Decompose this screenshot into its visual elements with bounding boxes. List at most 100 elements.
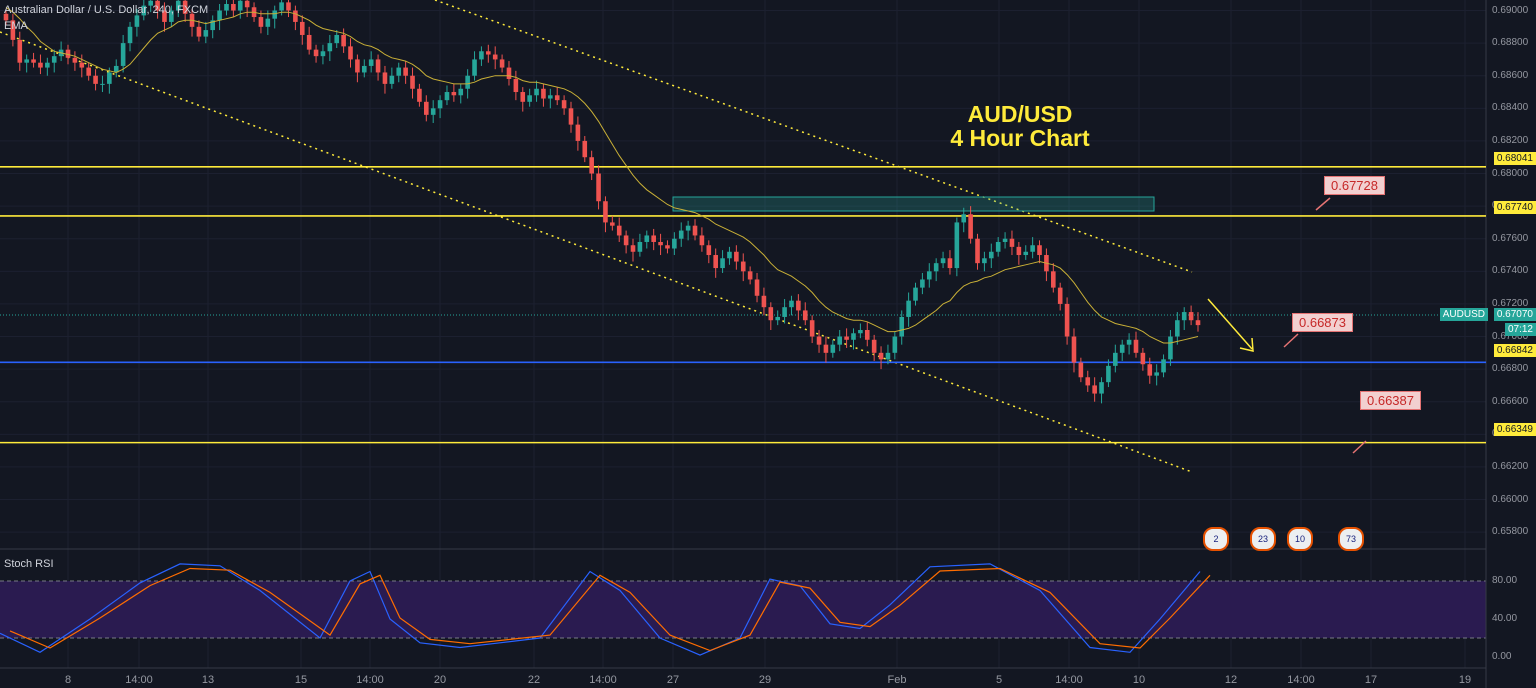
candle-body	[1113, 352, 1118, 366]
candle-body	[320, 51, 326, 57]
candle-body	[293, 10, 298, 22]
current-price-tag: 0.67070	[1493, 308, 1536, 321]
candle-body	[1037, 245, 1042, 256]
candle-body	[272, 10, 278, 19]
candle-body	[596, 173, 601, 202]
candle-body	[954, 222, 960, 269]
candle-body	[162, 10, 167, 22]
candle-body	[789, 300, 794, 308]
candle-body	[210, 20, 216, 31]
candle-body	[802, 310, 808, 321]
event-marker-2[interactable]: 23	[1250, 527, 1276, 551]
time-tick-label: 14:00	[1287, 674, 1315, 686]
price-tick-label: 0.67200	[1492, 297, 1529, 309]
candle-body	[1181, 312, 1187, 321]
candle-body	[1133, 339, 1139, 353]
candle-body	[141, 5, 147, 16]
candle-body	[672, 238, 677, 249]
ema-legend[interactable]: EMA	[4, 20, 28, 32]
time-tick-label: 14:00	[1055, 674, 1083, 686]
candle-body	[871, 339, 877, 353]
candle-body	[1085, 377, 1091, 386]
candle-body	[1147, 364, 1153, 376]
candle-body	[1092, 385, 1097, 394]
time-tick-label: Feb	[887, 674, 907, 686]
price-tick-label: 0.66800	[1492, 363, 1529, 375]
candle-body	[1064, 303, 1070, 337]
candle-body	[1002, 238, 1008, 242]
price-tick-label: 0.68000	[1492, 167, 1529, 179]
candle-body	[589, 157, 594, 174]
time-tick-label: 12	[1224, 674, 1238, 686]
candle-body	[1099, 382, 1104, 394]
candle-body	[3, 13, 9, 21]
event-marker-1[interactable]: 2	[1203, 527, 1229, 551]
ema-line	[5, 6, 1199, 344]
candle-body	[699, 235, 705, 246]
candle-body	[79, 62, 85, 68]
symbol-title: Australian Dollar / U.S. Dollar, 240, FX…	[4, 4, 209, 16]
target-pointers	[1283, 197, 1367, 454]
candle-body	[334, 34, 340, 44]
candle-body	[424, 101, 429, 115]
candle-body	[548, 95, 553, 99]
candle-body	[740, 261, 746, 272]
price-tick-label: 0.66600	[1492, 395, 1529, 407]
price-tick-label: 0.67600	[1492, 232, 1529, 244]
candle-body	[86, 67, 91, 76]
trend-channel	[0, 0, 1193, 473]
rsi-band	[0, 581, 1486, 638]
candle-body	[1175, 320, 1180, 337]
candle-body	[603, 201, 608, 223]
forecast-arrow-head	[1239, 337, 1254, 352]
symbol-tag: AUDUSD	[1439, 308, 1488, 321]
candle-body	[782, 307, 787, 317]
candle-body	[499, 59, 505, 68]
candle-body	[844, 336, 849, 340]
candle-body	[382, 72, 388, 84]
stoch-rsi-label[interactable]: Stoch RSI	[4, 558, 54, 570]
upper-trendline	[434, 0, 1193, 273]
candle-body	[299, 21, 305, 35]
candle-body	[65, 49, 71, 58]
candle-body	[155, 0, 160, 11]
candle-body	[1023, 251, 1029, 256]
candle-body	[616, 225, 622, 236]
price-tick-label: 0.69000	[1492, 4, 1529, 16]
candle-body	[747, 271, 753, 280]
candle-body	[355, 59, 360, 73]
candle-body	[761, 295, 767, 308]
price-tick-label: 0.66200	[1492, 460, 1529, 472]
time-tick-label: 20	[433, 674, 447, 686]
candle-body	[472, 59, 477, 76]
candle-body	[968, 214, 973, 239]
candle-body	[203, 30, 209, 37]
candle-body	[727, 251, 732, 259]
candle-body	[988, 251, 994, 259]
candle-body	[451, 92, 457, 96]
candle-body	[541, 88, 546, 99]
candle-body	[134, 15, 140, 27]
candle-body	[961, 214, 967, 223]
candle-body	[1030, 245, 1035, 252]
candle-body	[486, 51, 491, 55]
candle-body	[920, 279, 925, 288]
candle-body	[513, 78, 519, 93]
event-marker-4[interactable]: 73	[1338, 527, 1364, 551]
candle-body	[24, 59, 29, 63]
candle-body	[1119, 344, 1125, 353]
candle-body	[1195, 320, 1201, 326]
candle-body	[610, 222, 615, 226]
candle-body	[816, 336, 822, 345]
candle-body	[906, 300, 911, 317]
candle-body	[851, 333, 856, 340]
candle-body	[1071, 336, 1077, 363]
candle-body	[1154, 372, 1159, 376]
candle-body	[237, 0, 243, 11]
event-marker-3[interactable]: 10	[1287, 527, 1313, 551]
candle-body	[279, 2, 284, 11]
candle-body	[1106, 365, 1111, 383]
target-pointer-3	[1352, 440, 1367, 454]
candle-body	[127, 26, 133, 44]
